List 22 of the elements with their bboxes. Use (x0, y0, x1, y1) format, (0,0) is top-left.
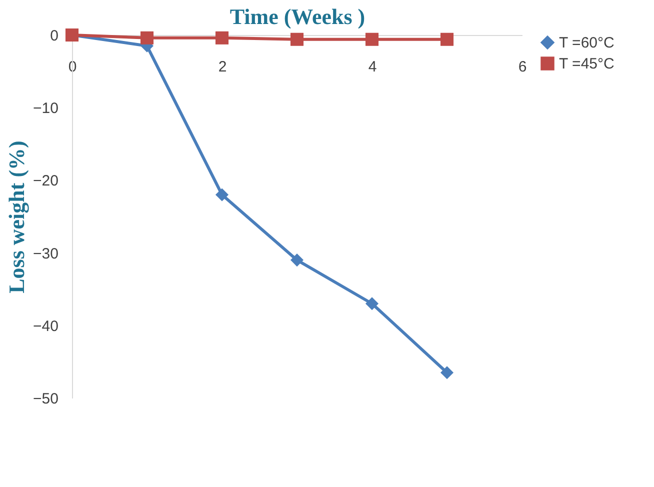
y-tick-label: −20 (33, 172, 58, 190)
x-tick-label: 2 (218, 58, 227, 76)
y-tick-label: −50 (33, 390, 58, 408)
y-tick-label: −30 (33, 245, 58, 262)
point (140, 31, 154, 44)
point (365, 32, 379, 46)
y-tick-label: 0 (50, 28, 58, 44)
point (440, 32, 454, 46)
legend-label: T =45°C (559, 56, 614, 72)
legend-label: T =60°C (559, 34, 614, 52)
x-axis-title: Time (Weeks ) (230, 4, 366, 29)
point (290, 32, 304, 46)
y-tick-label: −10 (33, 100, 58, 118)
y-axis-title: Loss weight (%) (4, 140, 30, 294)
point (215, 188, 229, 202)
point (365, 297, 379, 310)
x-tick-label: 6 (518, 58, 527, 76)
y-tick-label: −40 (33, 318, 58, 335)
point (440, 366, 454, 380)
x-tick-label: 4 (368, 58, 377, 76)
point (290, 254, 304, 267)
point (215, 31, 229, 44)
